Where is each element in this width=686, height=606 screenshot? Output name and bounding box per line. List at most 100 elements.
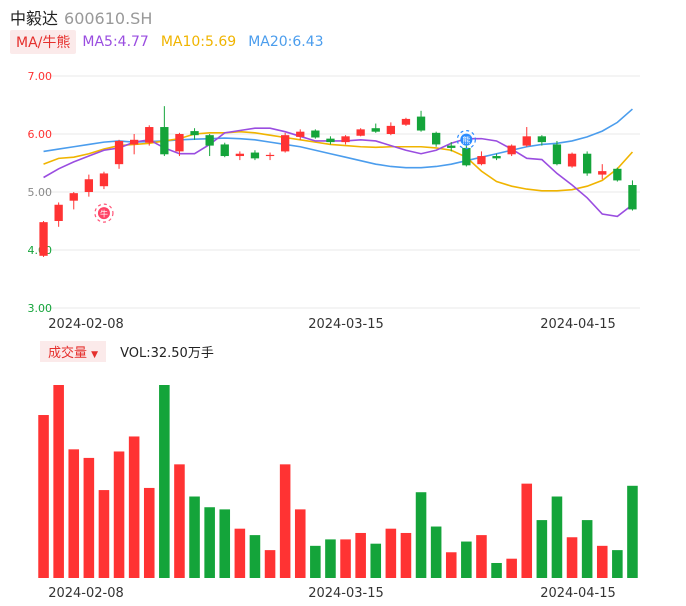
x-tick-label: 2024-03-15 — [308, 317, 384, 332]
candle-body — [582, 153, 592, 174]
ma5-label: MA5:4.77 — [82, 34, 149, 50]
candle-body — [537, 136, 547, 143]
volume-bar — [38, 415, 49, 578]
volume-legend: 成交量 ▼ VOL:32.50万手 — [40, 340, 214, 362]
volume-value-label: VOL:32.50万手 — [120, 345, 214, 361]
volume-bar — [249, 535, 261, 578]
ma5-line — [43, 127, 633, 218]
volume-bar — [340, 539, 351, 578]
candle-body — [462, 147, 471, 166]
candle-body — [99, 173, 109, 187]
marker-dot — [460, 133, 473, 146]
volume-bar — [461, 541, 472, 578]
ma-legend: MA/牛熊 MA5:4.77 MA10:5.69 MA20:6.43 — [10, 30, 324, 54]
y-tick-label: 3.00 — [28, 302, 53, 315]
candle-body — [145, 127, 154, 143]
volume-bar — [219, 509, 231, 578]
volume-bar — [551, 496, 563, 578]
volume-bar — [294, 509, 306, 578]
ma-toggle-button[interactable]: MA/牛熊 — [10, 30, 77, 54]
candle-body — [265, 154, 275, 157]
candle-body — [598, 171, 607, 175]
marker-ring — [456, 130, 476, 150]
volume-bar — [445, 552, 457, 578]
volume-x-tick-label: 2024-04-15 — [540, 586, 616, 601]
candle-body — [356, 129, 365, 136]
volume-bar — [310, 545, 321, 578]
y-tick-label: 6.00 — [28, 128, 53, 141]
volume-bar — [596, 545, 608, 578]
candle-body — [492, 156, 501, 159]
bull-marker-icon: 牛 — [94, 203, 114, 223]
volume-bar — [385, 528, 397, 578]
chevron-down-icon: ▼ — [91, 349, 99, 360]
ma20-line — [43, 108, 633, 169]
bear-marker-icon: 熊 — [456, 130, 476, 150]
candle-body — [69, 193, 78, 201]
candle-body — [190, 131, 199, 136]
volume-bar — [174, 464, 185, 578]
volume-bar — [612, 550, 623, 578]
candle-body — [401, 118, 411, 125]
stock-title: 中毅达 600610.SH — [10, 5, 152, 29]
candle-body — [371, 128, 380, 132]
candle-body — [129, 139, 139, 145]
volume-bar — [355, 532, 366, 578]
candle-body — [416, 116, 426, 131]
candle-body — [447, 145, 456, 148]
candle-body — [567, 153, 577, 167]
candle-body — [477, 156, 486, 165]
volume-bar — [264, 550, 276, 578]
volume-toggle-label: 成交量 — [48, 345, 88, 361]
candle-body — [326, 138, 335, 143]
candle-body — [220, 144, 229, 157]
candle-body — [341, 136, 350, 143]
volume-bar — [521, 483, 533, 578]
volume-toggle-button[interactable]: 成交量 ▼ — [40, 340, 107, 362]
candle-body — [522, 136, 531, 146]
volume-x-tick-label: 2024-03-15 — [308, 586, 384, 601]
volume-bar — [325, 539, 336, 578]
volume-bar — [370, 543, 382, 578]
candle-body — [84, 179, 94, 192]
candle-body — [507, 145, 516, 155]
volume-bar — [491, 562, 502, 578]
candle-body — [431, 132, 441, 145]
volume-bar — [83, 457, 95, 578]
candle-body — [114, 140, 124, 165]
candle-body — [628, 185, 637, 210]
ma10-line — [43, 130, 634, 192]
volume-bar — [430, 526, 442, 578]
candle-body — [296, 131, 305, 137]
candle-body — [175, 134, 184, 152]
candle-body — [160, 127, 169, 155]
candle-body — [280, 135, 290, 152]
volume-bar — [536, 520, 548, 578]
candle-body — [250, 152, 260, 159]
candle-body — [235, 153, 245, 157]
volume-bar — [400, 532, 412, 578]
y-tick-label: 7.00 — [28, 70, 53, 83]
stock-code: 600610.SH — [64, 9, 153, 28]
ma10-label: MA10:5.69 — [160, 34, 237, 50]
volume-bar — [234, 528, 246, 578]
stock-name: 中毅达 — [10, 9, 59, 28]
volume-bar — [581, 520, 593, 578]
volume-x-tick-label: 2024-02-08 — [48, 586, 124, 601]
volume-bar — [476, 535, 487, 578]
marker-symbol: 牛 — [100, 209, 108, 219]
volume-bar — [415, 492, 427, 578]
volume-bar — [506, 558, 517, 578]
marker-dot — [97, 207, 110, 220]
volume-bar — [68, 449, 80, 578]
x-tick-label: 2024-04-15 — [540, 317, 616, 332]
x-tick-label: 2024-02-08 — [48, 317, 124, 332]
ma20-label: MA20:6.43 — [248, 34, 324, 50]
volume-bar — [566, 537, 578, 578]
volume-bar — [204, 507, 215, 578]
volume-bar — [113, 451, 125, 578]
volume-bar — [53, 385, 64, 578]
candle-body — [54, 204, 63, 221]
volume-bar — [98, 490, 110, 578]
candle-body — [39, 222, 48, 256]
